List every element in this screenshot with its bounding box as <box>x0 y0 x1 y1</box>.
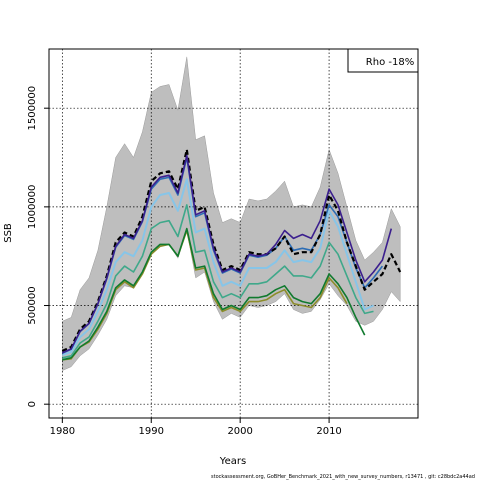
series-line-1 <box>61 154 393 354</box>
x-axis: 1980 1990 2000 2010 <box>50 418 342 437</box>
series-line-3 <box>61 178 374 356</box>
legend-text: Rho -18% <box>366 57 414 68</box>
series-line-4 <box>62 204 374 359</box>
y-tick-label: 0 <box>27 401 38 407</box>
footer-note: stockassessment.org, GoBHer_Benchmark_20… <box>211 474 475 480</box>
series-line-0 <box>61 148 402 352</box>
y-tick-label: 500000 <box>27 286 38 324</box>
confidence-band <box>62 56 401 371</box>
plot-frame <box>48 48 419 419</box>
confidence-band-layer <box>62 56 401 371</box>
x-tick-label: 2010 <box>316 426 341 437</box>
x-tick-label: 1980 <box>50 426 75 437</box>
series-line-5 <box>62 227 366 361</box>
y-tick-label: 1500000 <box>27 86 38 131</box>
legend-box: Rho -18% <box>347 48 419 73</box>
x-tick-label: 1990 <box>139 426 164 437</box>
y-axis-label: SSB <box>3 223 14 243</box>
x-axis-label: Years <box>219 456 246 467</box>
y-axis: 0 500000 1000000 1500000 <box>27 86 49 407</box>
x-tick-label: 2000 <box>227 426 252 437</box>
y-tick-label: 1000000 <box>27 185 38 230</box>
series-layer <box>61 148 402 361</box>
